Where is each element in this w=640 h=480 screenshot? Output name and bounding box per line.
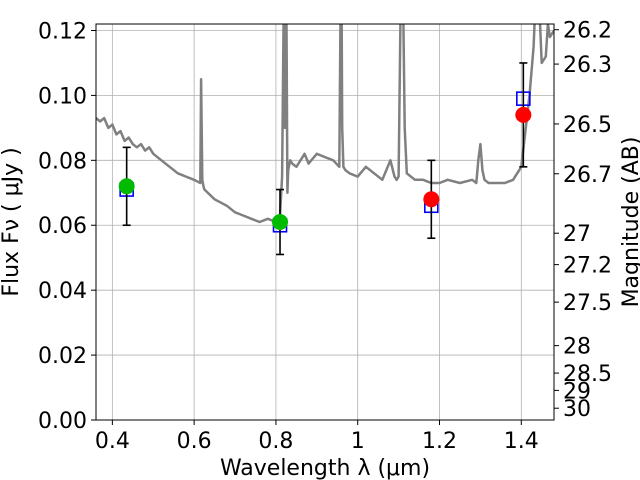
y-tick-label: 0.04 — [38, 279, 87, 304]
observed-point — [272, 214, 289, 230]
observed-point — [118, 178, 135, 195]
y2-axis-label: Magnitude (AB) — [619, 137, 640, 308]
grid — [96, 24, 554, 421]
y2-tick-label: 26.2 — [563, 19, 612, 44]
y-tick-label: 0.10 — [38, 84, 87, 109]
y2-tick-label: 26.7 — [563, 163, 612, 188]
y-axis-label: Flux Fν ( μJy ) — [0, 147, 24, 296]
x-axis-label: Wavelength λ (μm) — [220, 456, 430, 480]
x-tick-label: 0.8 — [258, 429, 293, 454]
plot-area — [96, 24, 554, 256]
y2-tick-label: 26.3 — [563, 53, 612, 78]
x-tick-label: 1.4 — [504, 429, 539, 454]
y2-tick-label: 26.5 — [563, 113, 612, 138]
x-tick-label: 0.4 — [95, 429, 130, 454]
y2-tick-label: 27 — [563, 222, 591, 247]
y2-tick-label: 28 — [563, 335, 591, 360]
y2-tick-label: 30 — [563, 397, 591, 422]
y-tick-label: 0.00 — [38, 409, 87, 434]
x-tick-label: 1.2 — [422, 429, 457, 454]
y2-tick-label: 27.2 — [563, 254, 612, 279]
spectrum-line — [96, 24, 554, 224]
plot-frame — [95, 23, 555, 421]
y-tick-label: 0.02 — [38, 344, 87, 369]
observed-point — [515, 106, 532, 123]
observed-point — [423, 191, 440, 208]
axes: 0.4 0.6 0.8 1 1.2 1.4 0.00 0.02 0.04 0.06 0.08 0.10… — [38, 19, 612, 454]
y2-tick-label: 27.5 — [563, 291, 612, 316]
y2-tick-label: 28.5 — [563, 362, 612, 387]
y2-tick-label: 29 — [563, 379, 591, 404]
x-tick-label: 1 — [351, 429, 365, 454]
y-tick-label: 0.08 — [38, 149, 87, 174]
y-tick-label: 0.06 — [38, 214, 87, 239]
y-tick-label: 0.12 — [38, 19, 87, 44]
x-tick-label: 0.6 — [177, 429, 212, 454]
